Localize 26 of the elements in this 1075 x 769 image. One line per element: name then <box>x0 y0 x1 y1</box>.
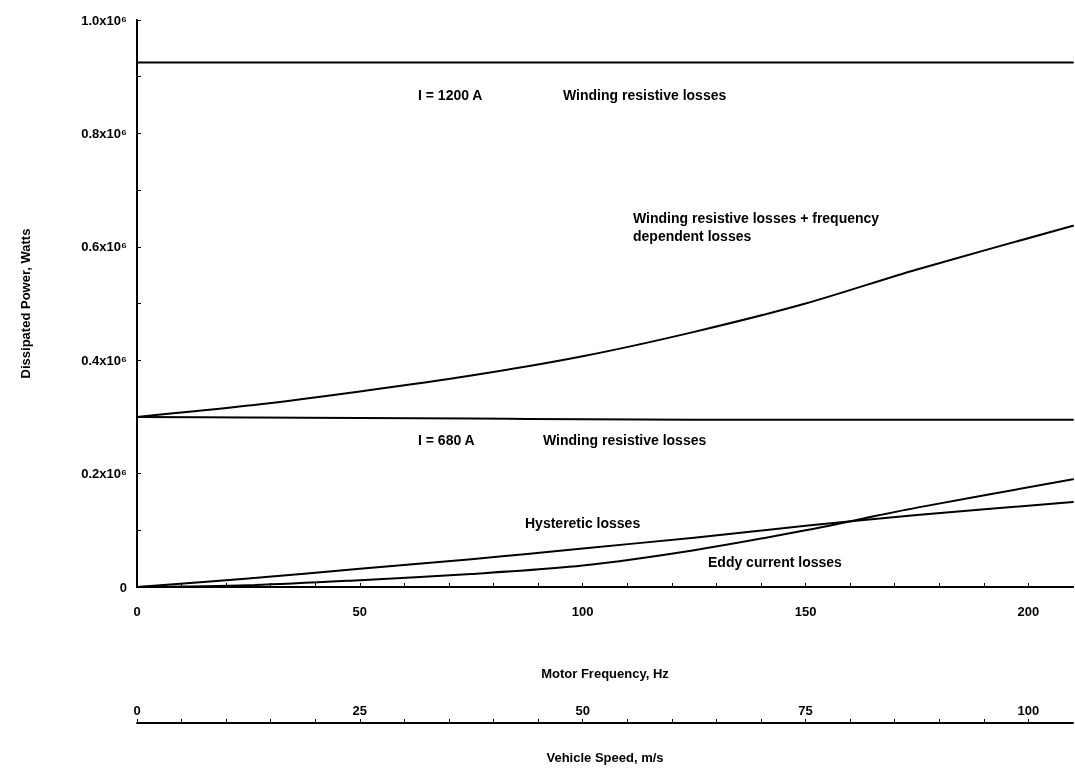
x2-tick-label: 0 <box>133 703 141 718</box>
y-axis-title: Dissipated Power, Watts <box>18 228 33 379</box>
annotation: I = 680 A <box>418 432 475 448</box>
x-tick-label: 0 <box>133 604 141 619</box>
x-axis-title: Motor Frequency, Hz <box>541 666 670 681</box>
x2-tick-label: 100 <box>1017 703 1040 718</box>
y-tick-label: 0.8x10⁶ <box>81 125 128 141</box>
annotation: Winding resistive losses <box>563 87 727 103</box>
annotation: Hysteretic losses <box>525 515 641 531</box>
annotation: Winding resistive losses + frequency dependent losses <box>633 210 884 244</box>
x2-tick-label: 50 <box>575 703 590 718</box>
y-tick-label: 0.2x10⁶ <box>81 466 128 482</box>
x2-tick-label: 25 <box>352 703 368 718</box>
x2-tick-label: 75 <box>798 703 813 718</box>
y-tick-label: 1.0x10⁶ <box>81 12 128 28</box>
y-tick-label: 0.4x10⁶ <box>81 352 128 368</box>
x-tick-label: 100 <box>571 604 594 619</box>
x-tick-label: 150 <box>794 604 817 619</box>
annotation: I = 1200 A <box>418 87 483 103</box>
y-tick-label: 0.6x10⁶ <box>81 239 128 255</box>
y-tick-label: 0 <box>119 579 127 595</box>
annotation: Eddy current losses <box>708 554 843 570</box>
annotation: Winding resistive losses <box>543 432 707 448</box>
x-tick-label: 50 <box>352 604 368 619</box>
x-tick-label: 200 <box>1017 604 1040 619</box>
x2-axis-title: Vehicle Speed, m/s <box>546 750 664 765</box>
